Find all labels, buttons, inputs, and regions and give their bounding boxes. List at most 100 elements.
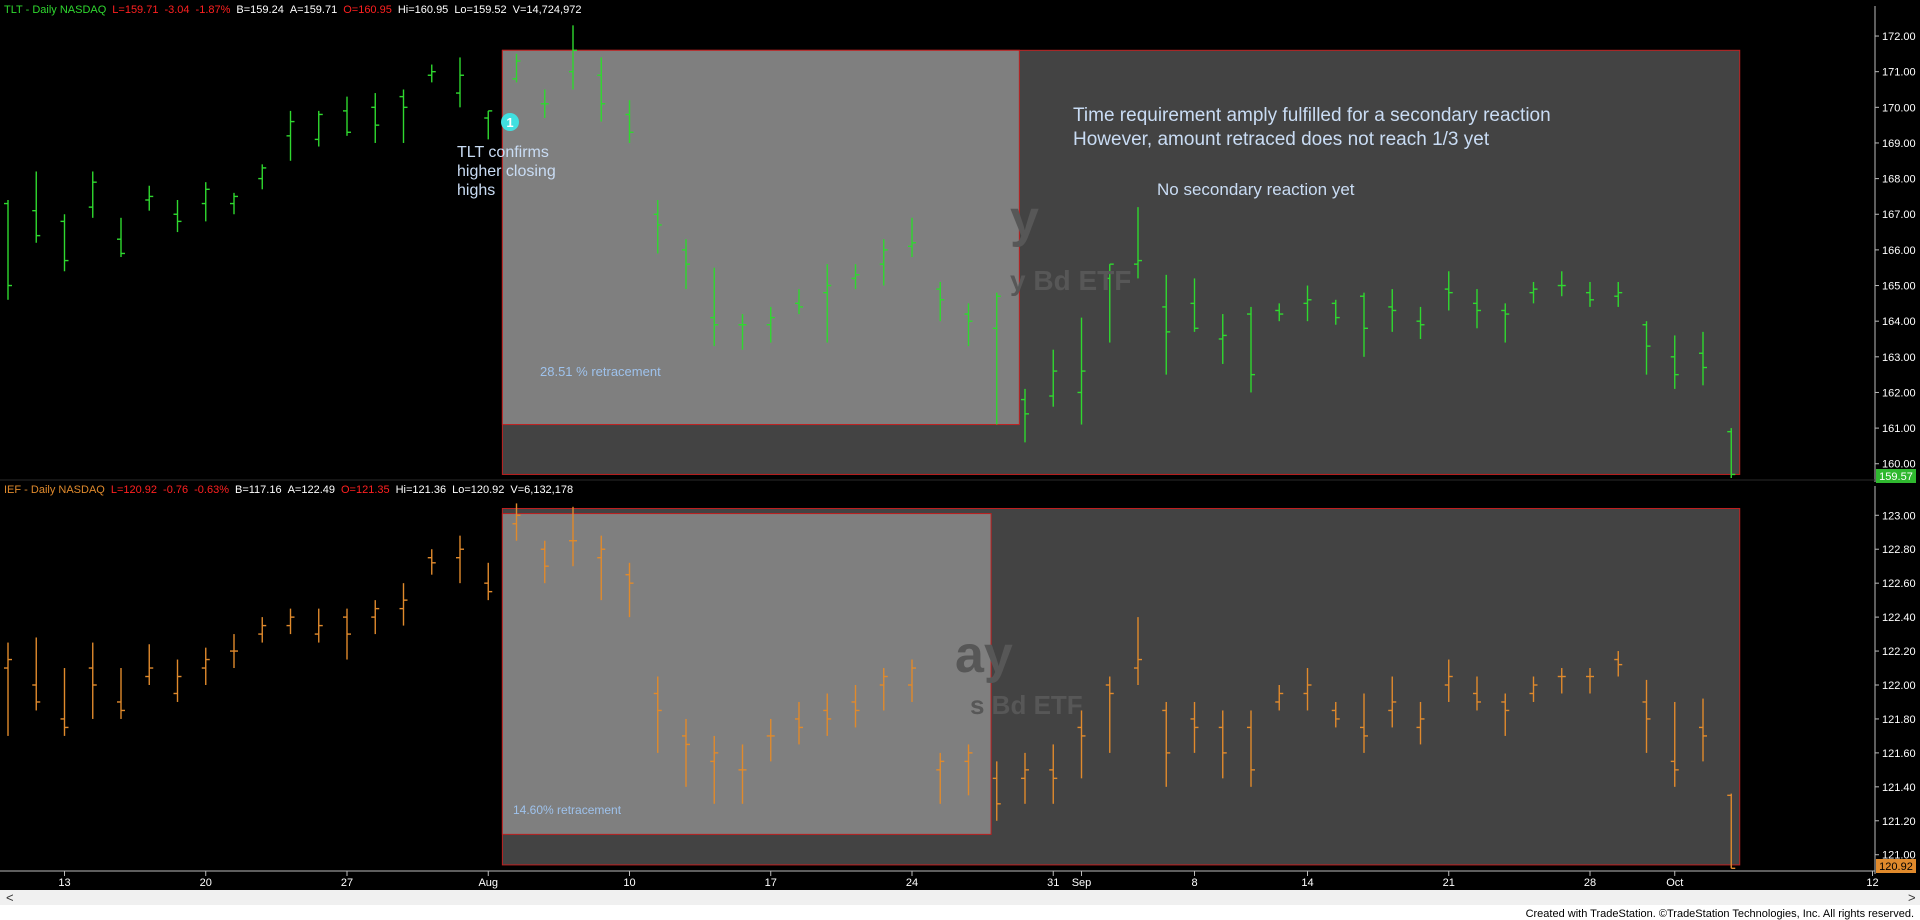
ief-pct: -0.63%	[194, 484, 229, 496]
tlt-ohlc-bar	[1444, 271, 1453, 311]
ief-ohlc-bar	[1275, 685, 1284, 711]
scroll-right-button[interactable]: >	[1908, 890, 1916, 905]
ief-ohlc-bar	[653, 676, 662, 753]
tlt-y-tick-label: 165.00	[1882, 281, 1916, 293]
tlt-ohlc-bar	[1190, 278, 1199, 332]
ief-ohlc-bar	[1388, 676, 1397, 728]
tlt-ohlc-bar	[992, 292, 1001, 425]
ief-ohlc-bar	[597, 535, 606, 601]
tlt-pct: -1.87%	[196, 4, 231, 16]
tlt-ohlc-bar	[1501, 303, 1510, 343]
tlt-ohlc-bar	[427, 64, 436, 83]
tlt-y-tick-label: 163.00	[1882, 352, 1916, 364]
tlt-y-tick-label: 166.00	[1882, 245, 1916, 257]
x-tick-label: 14	[1301, 877, 1313, 889]
tlt-badge-value: 159.57	[1879, 471, 1913, 483]
ief-ohlc-bar	[1727, 793, 1736, 870]
tlt-ohlc-bar	[484, 110, 493, 140]
ief-price-panel: 121.00 121.20 121.40 121.60 121.80 122.00 122.…	[4, 486, 1916, 874]
ief-ohlc-bar	[484, 562, 493, 601]
tlt-ohlc-bar	[60, 214, 69, 272]
tlt-ohlc-bar	[1473, 289, 1481, 329]
tlt-watermark-name: y	[1010, 190, 1039, 248]
tlt-ohlc-bar	[1218, 314, 1227, 364]
tlt-ohlc-bar	[1021, 388, 1029, 443]
tlt-ohlc-bar	[1077, 317, 1086, 425]
ief-y-tick-label: 122.80	[1882, 544, 1916, 556]
tlt-ohlc-bar	[936, 281, 945, 322]
x-tick-label: Sep	[1072, 877, 1092, 889]
ief-ohlc-bar	[1303, 668, 1312, 711]
horizontal-scrollbar[interactable]	[0, 890, 1920, 905]
tlt-watermark-desc: y Bd ETF	[1010, 265, 1131, 296]
ief-ohlc-bar	[117, 668, 125, 719]
tlt-volume: V=14,724,972	[513, 4, 582, 16]
tlt-ohlc-bar	[88, 171, 97, 218]
ief-badge-value: 120.92	[1879, 861, 1913, 873]
ief-ohlc-bar	[1331, 701, 1340, 728]
tlt-y-tick-label: 161.00	[1882, 423, 1916, 435]
tlt-ohlc-bar	[1642, 321, 1651, 375]
scroll-left-button[interactable]: <	[6, 890, 14, 905]
ief-ohlc-bar	[908, 659, 916, 702]
tlt-ohlc-bar	[795, 289, 803, 315]
ief-retracement-box	[501, 513, 992, 835]
ief-ohlc-bar	[1105, 676, 1114, 753]
tlt-ohlc-bar	[1416, 306, 1425, 339]
ief-ohlc-bar	[1473, 676, 1481, 711]
ief-ohlc-bar	[258, 617, 267, 643]
tlt-ohlc-bar	[286, 110, 295, 161]
tlt-ohlc-bar	[710, 267, 719, 347]
ief-y-tick-label: 123.00	[1882, 510, 1916, 522]
ief-retracement-label: 14.60% retracement	[513, 803, 622, 817]
ief-ohlc-bar	[1529, 676, 1538, 702]
ief-ohlc-bar	[851, 685, 860, 728]
ief-ohlc-bar	[314, 608, 323, 643]
ief-ohlc-bar	[1077, 710, 1086, 779]
tlt-symbol: TLT - Daily NASDAQ	[4, 4, 107, 16]
tlt-ohlc-bar	[173, 199, 182, 233]
ief-ohlc-bar	[145, 644, 154, 685]
tlt-ohlc-bar	[908, 217, 916, 258]
ief-header-line: IEF - Daily NASDAQ L=120.92 -0.76 -0.63% B=1…	[4, 484, 573, 496]
ief-y-tick-label: 122.00	[1882, 680, 1916, 692]
time-requirement-note: Time requirement amply fulfilled for a s…	[1073, 105, 1551, 126]
tlt-confirms-label-3: highs	[457, 182, 495, 199]
retracement-amount-note: However, amount retraced does not reach …	[1073, 129, 1490, 150]
tlt-header-line: TLT - Daily NASDAQ L=159.71 -3.04 -1.87% B=1…	[4, 4, 581, 16]
tlt-ohlc-bar	[258, 164, 267, 190]
ief-ohlc-bar	[60, 668, 69, 736]
tlt-ohlc-bar	[32, 171, 41, 243]
tlt-ohlc-bar	[1727, 428, 1736, 478]
tlt-y-tick-label: 172.00	[1882, 31, 1916, 43]
tlt-ohlc-bar	[823, 264, 832, 343]
ief-ohlc-bar	[1670, 701, 1679, 787]
ief-ohlc-bar	[1444, 659, 1453, 702]
tlt-ohlc-bar	[371, 93, 380, 143]
x-tick-label: Aug	[478, 877, 498, 889]
ief-ohlc-bar	[1218, 710, 1227, 779]
ief-ohlc-bar	[427, 549, 436, 575]
tlt-ohlc-bar	[1586, 281, 1594, 307]
tlt-ohlc-bar	[343, 96, 351, 136]
tlt-ohlc-bar	[456, 57, 464, 108]
ief-y-tick-label: 121.80	[1882, 714, 1916, 726]
x-tick-label: 24	[906, 877, 918, 889]
ief-ohlc-bar	[766, 718, 775, 762]
ief-ohlc-bar	[710, 735, 719, 804]
ief-ohlc-bar	[795, 701, 803, 745]
tlt-ohlc-bar	[597, 57, 606, 122]
tlt-ohlc-bar	[117, 217, 125, 258]
tlt-confirms-label-2: higher closing	[457, 163, 556, 180]
ief-ohlc-bar	[936, 752, 945, 804]
ief-ohlc-bar	[399, 583, 408, 626]
tlt-y-tick-label: 162.00	[1882, 387, 1916, 399]
ief-ohlc-bar	[1416, 701, 1425, 745]
ief-ohlc-bar	[1134, 617, 1142, 685]
tlt-high: Hi=160.95	[398, 4, 448, 16]
tlt-ohlc-bar	[625, 100, 634, 143]
x-tick-label: 28	[1584, 877, 1596, 889]
